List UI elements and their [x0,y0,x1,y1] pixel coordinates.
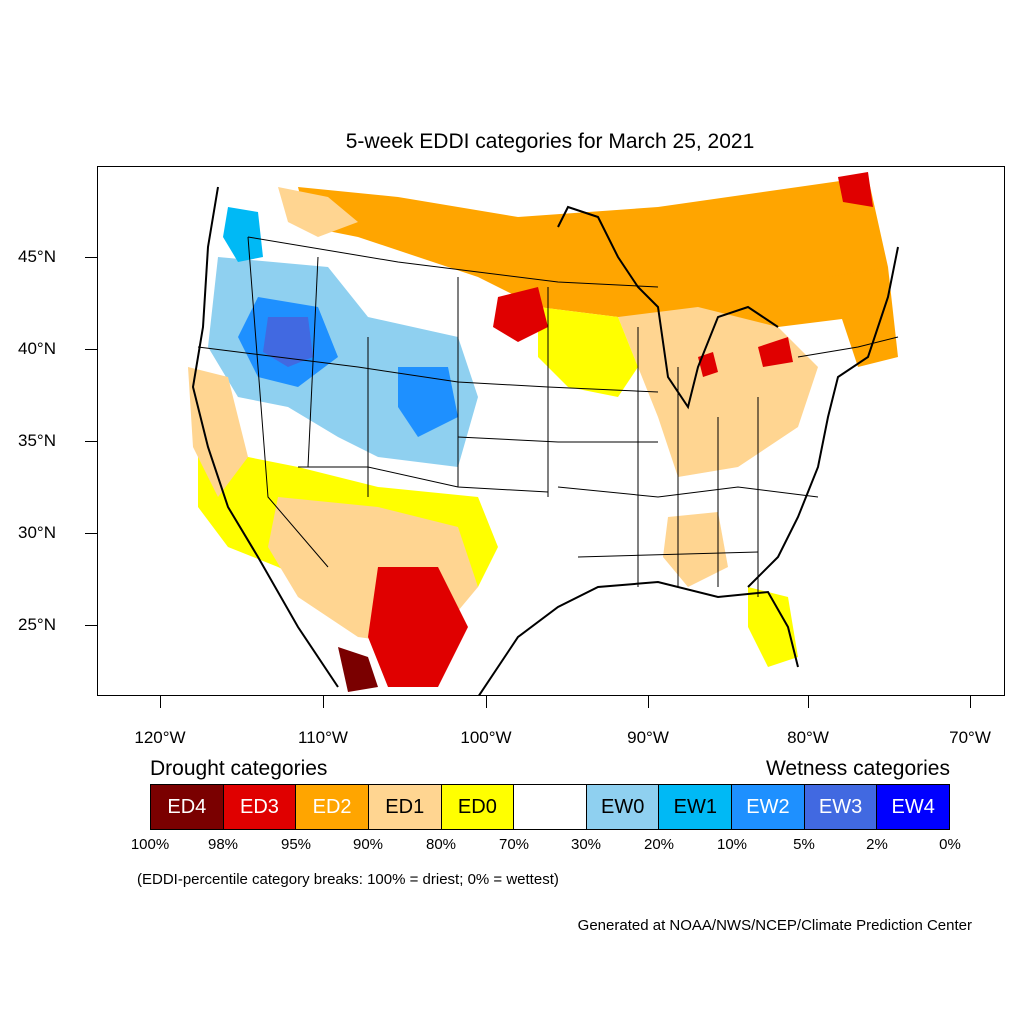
lon-tick-80 [808,696,809,708]
legend-label: ED1 [385,795,425,818]
legend-label: ED3 [240,795,279,818]
legend-box-ed1: ED1 [368,785,442,829]
patch-washington-ew1 [223,207,263,262]
lat-tick-30 [85,533,97,534]
patch-northern-light-ed1 [278,187,358,237]
patch-midwest-ed0 [538,307,638,397]
map-title: 5-week EDDI categories for March 25, 202… [345,130,755,153]
legend-bar: ED4 ED3 ED2 ED1 ED0 EW0 EW1 EW2 EW3 EW4 [150,784,950,830]
break-label: 95% [280,836,312,853]
lon-label-80: 80°W [787,728,829,747]
wetness-heading: Wetness categories [765,757,950,780]
legend-box-ew3: EW3 [804,785,878,829]
lon-label-120: 120°W [134,728,186,747]
break-label: 5% [793,836,815,853]
legend-label: ED2 [312,795,352,818]
legend-box-ed4: ED4 [151,785,224,829]
patch-alabama-ed1 [663,512,728,587]
lat-tick-40 [85,349,97,350]
lat-tick-25 [85,625,97,626]
lon-tick-100 [486,696,487,708]
lon-tick-90 [648,696,649,708]
patch-nevada-ew3 [263,317,313,367]
legend-box-ew0: EW0 [586,785,660,829]
lat-tick-35 [85,441,97,442]
break-label: 2% [866,836,888,853]
legend-label: EW2 [746,795,790,818]
patch-florida-ed0 [748,587,798,667]
lat-label-45: 45°N [18,247,56,266]
patch-california-ed1 [188,367,248,497]
lon-tick-110 [323,696,324,708]
patch-ontario-ed3 [758,337,793,367]
break-label: 90% [352,836,384,853]
legend-box-ed0: ED0 [441,785,515,829]
legend-box-neutral [514,785,587,829]
lon-label-70: 70°W [949,728,991,747]
lon-label-100: 100°W [460,728,512,747]
legend-label: EW1 [673,795,717,818]
lon-label-110: 110°W [298,728,348,747]
patch-wyoming-ew2 [398,367,458,437]
lon-tick-120 [160,696,161,708]
legend-label: EW3 [818,795,863,818]
break-label: 20% [643,836,675,853]
lon-tick-70 [970,696,971,708]
drought-heading: Drought categories [150,757,328,780]
lat-label-40: 40°N [18,339,56,358]
credit-line: Generated at NOAA/NWS/NCEP/Climate Predi… [577,917,972,934]
patch-michigan-ed3 [698,352,718,377]
patch-northeast-ed2 [828,267,898,367]
break-label: 30% [570,836,602,853]
lat-tick-45 [85,257,97,258]
legend-box-ew2: EW2 [732,785,805,829]
legend-box-ew4: EW4 [877,785,950,829]
lat-label-35: 35°N [18,431,56,450]
legend-box-ed3: ED3 [223,785,297,829]
legend-box-ew1: EW1 [659,785,733,829]
break-label: 10% [716,836,748,853]
category-patches [188,172,898,692]
patch-great-basin-ew0 [208,257,478,467]
category-note: (EDDI-percentile category breaks: 100% =… [137,871,559,888]
break-label: 100% [130,836,170,853]
patch-dakota-ed3 [493,287,548,342]
lat-label-30: 30°N [18,523,56,542]
break-label: 80% [425,836,457,853]
lat-label-25: 25°N [18,615,56,634]
conus-map-svg [188,172,899,695]
eddi-map [97,166,1005,696]
coastlines [191,186,899,695]
legend-label: EW4 [891,795,935,818]
lon-label-90: 90°W [627,728,669,747]
legend-label: EW0 [600,795,645,818]
state-boundaries [197,236,899,597]
patch-mexico-ed4 [338,647,378,692]
patch-canada-east-ed3 [838,172,873,207]
legend-box-ed2: ED2 [296,785,369,829]
legend-label: ED0 [457,795,497,818]
break-label: 70% [498,836,530,853]
break-label: 0% [939,836,961,853]
legend-label: ED4 [167,795,207,818]
patch-northern-plains-ed2 [298,177,888,327]
break-label: 98% [207,836,239,853]
patch-mexico-ed3 [368,567,468,687]
